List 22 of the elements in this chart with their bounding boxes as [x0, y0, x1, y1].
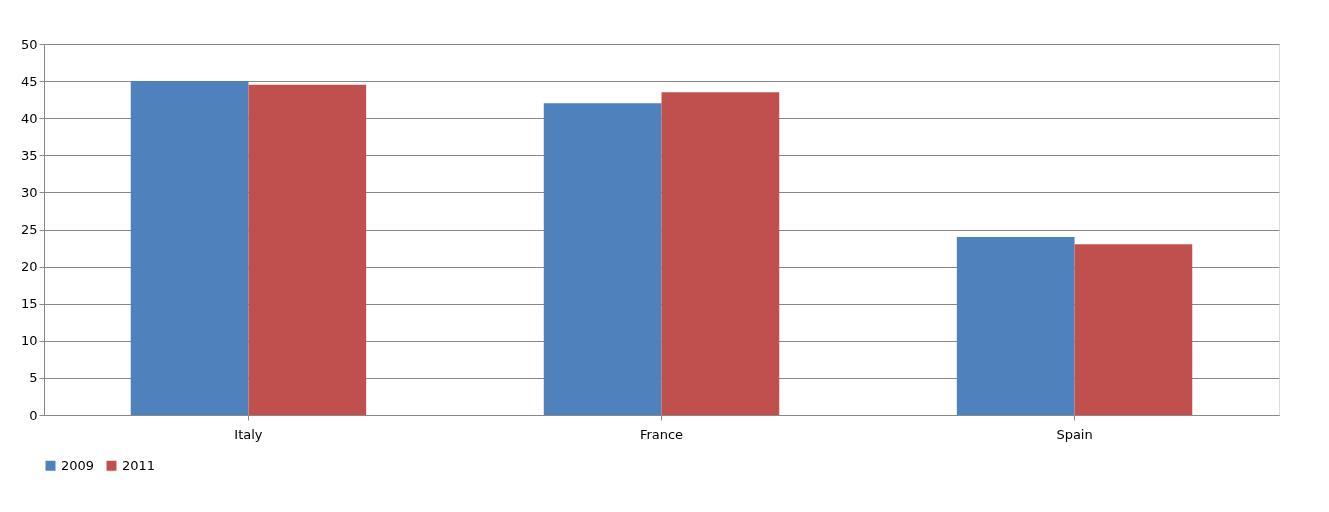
y-tick-label: 10 — [20, 333, 38, 349]
bar — [248, 84, 367, 415]
y-tick-label: 45 — [20, 73, 38, 89]
x-tick-label: Italy — [234, 426, 263, 442]
bar — [543, 103, 662, 415]
x-tick-label: France — [639, 426, 684, 442]
y-tick-label: 40 — [20, 110, 38, 126]
y-tick-label: 0 — [29, 407, 38, 423]
bar — [661, 92, 780, 415]
x-tick-label: Spain — [1056, 426, 1093, 442]
y-tick-label: 35 — [20, 147, 38, 163]
legend-label: 2011 — [122, 457, 156, 473]
y-tick-label: 50 — [20, 36, 38, 52]
y-tick-label: 5 — [29, 370, 38, 386]
legend-label: 2009 — [61, 457, 95, 473]
bar — [956, 236, 1075, 415]
y-tick-label: 25 — [20, 222, 38, 237]
bar — [1074, 244, 1193, 415]
y-tick-label: 30 — [20, 184, 38, 200]
bar — [130, 81, 249, 415]
y-tick-label: 15 — [20, 296, 38, 312]
y-tick-label: 20 — [20, 259, 38, 275]
